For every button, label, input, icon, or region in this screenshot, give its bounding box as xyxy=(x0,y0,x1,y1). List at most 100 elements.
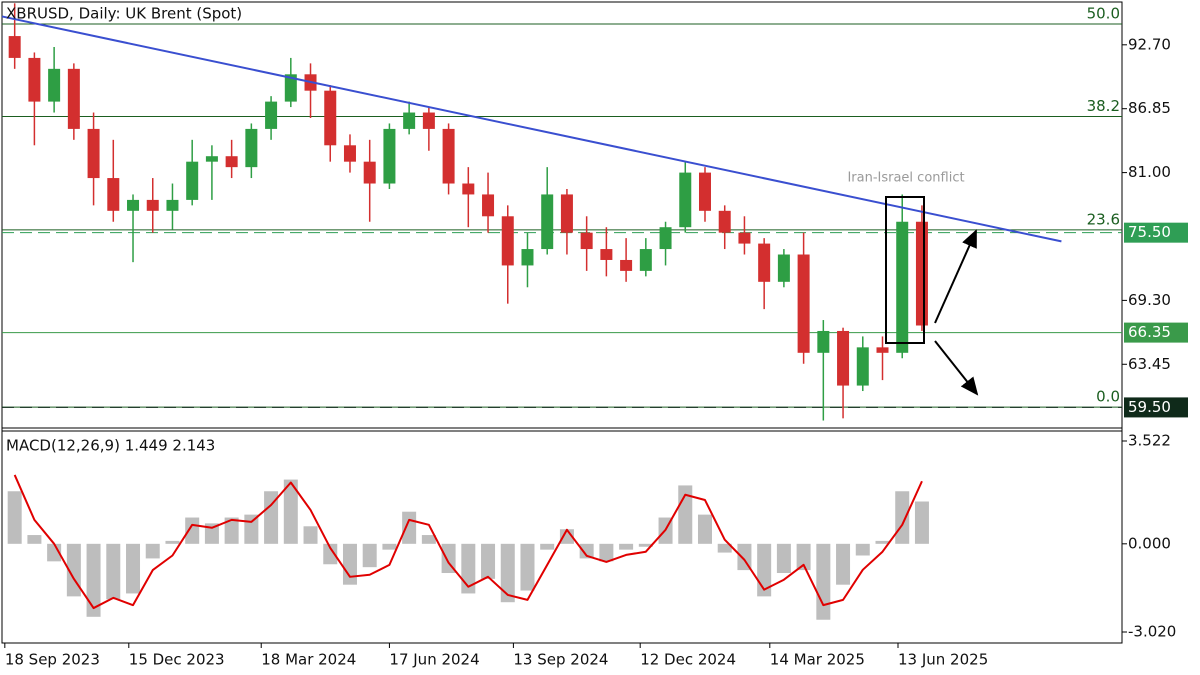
fib-label: 23.6 xyxy=(1087,210,1120,228)
price-level-box xyxy=(1124,222,1188,243)
candle-body xyxy=(896,221,909,353)
candle-body xyxy=(284,74,297,102)
candle-body xyxy=(758,243,771,282)
macd-histogram-bar xyxy=(895,491,910,544)
y-tick-label: 69.30 xyxy=(1128,291,1171,309)
x-tick-label: 13 Sep 2024 xyxy=(513,651,608,669)
chart-title: XBRUSD, Daily: UK Brent (Spot) xyxy=(6,5,242,23)
price-panel: 92.70 86.85 81.00 69.30 63.45 50.0 38.2 23.6 0.0… xyxy=(1,3,1188,421)
y-tick-label: 92.70 xyxy=(1128,35,1171,53)
candle-body xyxy=(620,259,633,271)
macd-histogram-bar xyxy=(500,543,515,603)
x-tick-label: 13 Jun 2025 xyxy=(898,651,988,669)
candle-body xyxy=(876,347,889,353)
macd-histogram-bar xyxy=(836,543,851,585)
candle-body xyxy=(639,249,652,271)
candle-body xyxy=(521,249,534,266)
x-tick-label: 18 Mar 2024 xyxy=(261,651,356,669)
macd-histogram-bar xyxy=(481,543,496,579)
candle-body xyxy=(67,68,80,129)
trendline xyxy=(1,15,1062,243)
macd-histogram-bar xyxy=(540,543,555,550)
macd-histogram-bar xyxy=(106,543,121,600)
fib-label: 38.2 xyxy=(1087,97,1120,115)
candle-body xyxy=(560,194,573,233)
candle-body xyxy=(422,112,435,129)
candle-body xyxy=(265,101,278,129)
fib-label: 0.0 xyxy=(1096,388,1120,406)
candle-body xyxy=(146,199,159,211)
macd-panel: 3.522 0.000 -3.020 xyxy=(7,431,1176,640)
macd-histogram-bar xyxy=(382,543,397,550)
candle-body xyxy=(205,156,218,162)
macd-histogram-bar xyxy=(165,540,180,544)
candle-body xyxy=(600,249,613,260)
fib-label: 50.0 xyxy=(1087,4,1120,22)
candle-body xyxy=(738,232,751,244)
y-tick-label: 0.000 xyxy=(1128,534,1171,552)
macd-histogram-bar xyxy=(185,517,200,544)
macd-histogram-bar xyxy=(362,543,377,568)
candle-body xyxy=(442,128,455,184)
x-tick-label: 18 Sep 2023 xyxy=(5,651,100,669)
macd-histogram-bar xyxy=(283,479,298,544)
macd-histogram-bar xyxy=(27,535,42,544)
up-arrow xyxy=(934,229,977,324)
candle-body xyxy=(324,90,337,146)
candle-body xyxy=(28,57,41,102)
candle-body xyxy=(462,183,475,195)
macd-histogram-bar xyxy=(342,543,357,585)
candle-body xyxy=(856,347,869,386)
candle-body xyxy=(383,128,396,184)
macd-histogram-bar xyxy=(914,501,929,544)
macd-histogram-bar xyxy=(402,511,417,544)
x-tick-label: 12 Dec 2024 xyxy=(640,651,736,669)
macd-histogram-bar xyxy=(638,543,653,547)
y-tick-label: 63.45 xyxy=(1128,355,1171,373)
macd-histogram-bar xyxy=(579,543,594,559)
price-level-box xyxy=(1124,322,1188,343)
candle-body xyxy=(166,199,179,211)
price-level-label: 59.50 xyxy=(1128,398,1171,416)
candle-body xyxy=(698,172,711,211)
macd-histogram-bar xyxy=(264,491,279,544)
candle-body xyxy=(580,232,593,250)
candle-body xyxy=(659,227,672,250)
macd-histogram-bar xyxy=(717,543,732,553)
candle-body xyxy=(679,172,692,228)
candle-body xyxy=(541,194,554,250)
candle-body xyxy=(245,128,258,168)
y-tick-label: -3.020 xyxy=(1128,622,1176,640)
macd-histogram-bar xyxy=(776,543,791,574)
price-level-label: 75.50 xyxy=(1128,223,1171,241)
candle-body xyxy=(501,216,514,266)
candle-body xyxy=(107,178,120,211)
x-tick-label: 14 Mar 2025 xyxy=(770,651,865,669)
candle-body xyxy=(482,194,495,217)
macd-histogram-bar xyxy=(855,543,870,556)
macd-histogram-bar xyxy=(816,543,831,620)
x-tick-label: 15 Dec 2023 xyxy=(129,651,225,669)
plot-frame xyxy=(1,1,1123,644)
macd-histogram-bar xyxy=(323,543,338,565)
x-tick-label: 17 Jun 2024 xyxy=(389,651,479,669)
candle-body xyxy=(837,330,850,386)
candle-body xyxy=(186,161,199,200)
macd-histogram-bar xyxy=(303,526,318,544)
macd-histogram-bar xyxy=(599,543,614,562)
candle-body xyxy=(343,145,356,162)
candle-body xyxy=(777,254,790,282)
candle-body xyxy=(48,68,61,102)
candle-body xyxy=(403,112,416,129)
macd-histogram-bar xyxy=(86,543,101,617)
candle-body xyxy=(8,36,21,58)
candle-body xyxy=(127,199,140,211)
macd-histogram-bar xyxy=(875,540,890,544)
macd-histogram-bar xyxy=(619,543,634,550)
y-tick-label: 86.85 xyxy=(1128,99,1171,117)
candle-body xyxy=(225,156,238,168)
price-level-label: 66.35 xyxy=(1128,323,1171,341)
annotation: Iran-Israel conflict xyxy=(847,171,964,186)
